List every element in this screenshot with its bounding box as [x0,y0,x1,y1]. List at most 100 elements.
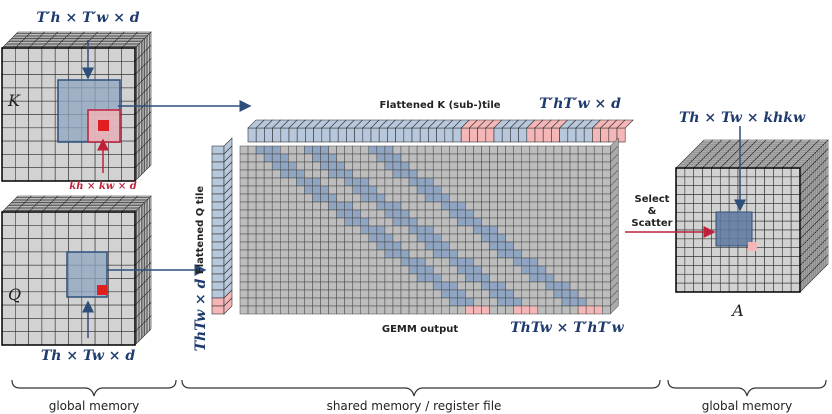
gemm-cell [538,210,546,218]
gemm-cell [312,298,320,306]
cell [42,168,55,181]
gemm-cell [554,154,562,162]
cell [95,48,108,61]
gemm-cell [586,202,594,210]
gemm-cell [353,242,361,250]
q-flat-cell [212,162,224,170]
gemm-cell [554,258,562,266]
cell [703,274,712,283]
gemm-cell [473,170,481,178]
gemm-cell [337,258,345,266]
gemm-cell [514,202,522,210]
gemm-cell [345,162,353,170]
gemm-cell [554,298,562,306]
gemm-cell [554,194,562,202]
gemm-cell [369,202,377,210]
gemm-cell [562,306,570,314]
cell [720,203,729,212]
cell [747,283,756,292]
cell [685,203,694,212]
gemm-cell [498,258,506,266]
gemm-cell [417,290,425,298]
gemm-cell [417,146,425,154]
gemm-cell [425,290,433,298]
gemm-cell [530,170,538,178]
k-flat-cell [363,128,371,142]
gemm-cell [337,274,345,282]
gemm-cell [280,258,288,266]
cell [720,283,729,292]
cell [791,239,800,248]
q-flat-cell [212,218,224,226]
cell [69,225,82,238]
cell [817,140,828,142]
gemm-cell [562,202,570,210]
cell [703,168,712,177]
gemm-cell [425,226,433,234]
cell [738,248,747,257]
cell [676,257,685,266]
gemm-cell [353,298,361,306]
k-flat-cell [355,128,363,142]
gemm-cell [321,226,329,234]
gemm-cell [594,202,602,210]
gemm-cell [248,194,256,202]
gemm-cell [562,274,570,282]
gemm-cell [312,250,320,258]
gemm-cell [546,306,554,314]
gemm-cell [514,258,522,266]
gemm-cell [482,146,490,154]
cell [2,305,15,318]
gemm-cell [586,298,594,306]
gemm-cell [433,258,441,266]
gemm-cell [586,210,594,218]
gemm-cell [498,306,506,314]
gemm-cell [345,250,353,258]
gemm-cell [562,290,570,298]
k-tile-dims: T′h × T′w × d [36,10,139,26]
gemm-cell [361,266,369,274]
gemm-cell [385,234,393,242]
gemm-cell [530,226,538,234]
gemm-cell [256,250,264,258]
cell [711,248,720,257]
gemm-cell [312,154,320,162]
gemm-cell [514,170,522,178]
gemm-cell [457,154,465,162]
gemm-cell [272,154,280,162]
gemm-cell [498,266,506,274]
gemm-cell [353,154,361,162]
gemm-cell [248,170,256,178]
cell [729,168,738,177]
cell [42,225,55,238]
gemm-cell [393,234,401,242]
cell [2,115,15,128]
gemm-cell [264,266,272,274]
gemm-cell [554,290,562,298]
k-flat-cell [486,128,494,142]
gemm-cell [248,210,256,218]
cell [703,195,712,204]
gemm-cell [280,226,288,234]
gemm-cell [296,306,304,314]
gemm-cell [353,146,361,154]
scatter-2: & [648,206,657,217]
gemm-cell [546,298,554,306]
gemm-cell [377,218,385,226]
gemm-cell [312,306,320,314]
gemm-cell [369,282,377,290]
gemm-cell [264,202,272,210]
cell [82,212,95,225]
gemm-cell [272,146,280,154]
gemm-cell [602,210,610,218]
cell [773,274,782,283]
gemm-cell [280,170,288,178]
cell [29,168,42,181]
cell [29,252,42,265]
gemm-cell [522,250,530,258]
gemm-cell [449,218,457,226]
gemm-cell [304,298,312,306]
cell [29,88,42,101]
k-flat-cell [609,128,617,142]
gemm-cell [425,298,433,306]
